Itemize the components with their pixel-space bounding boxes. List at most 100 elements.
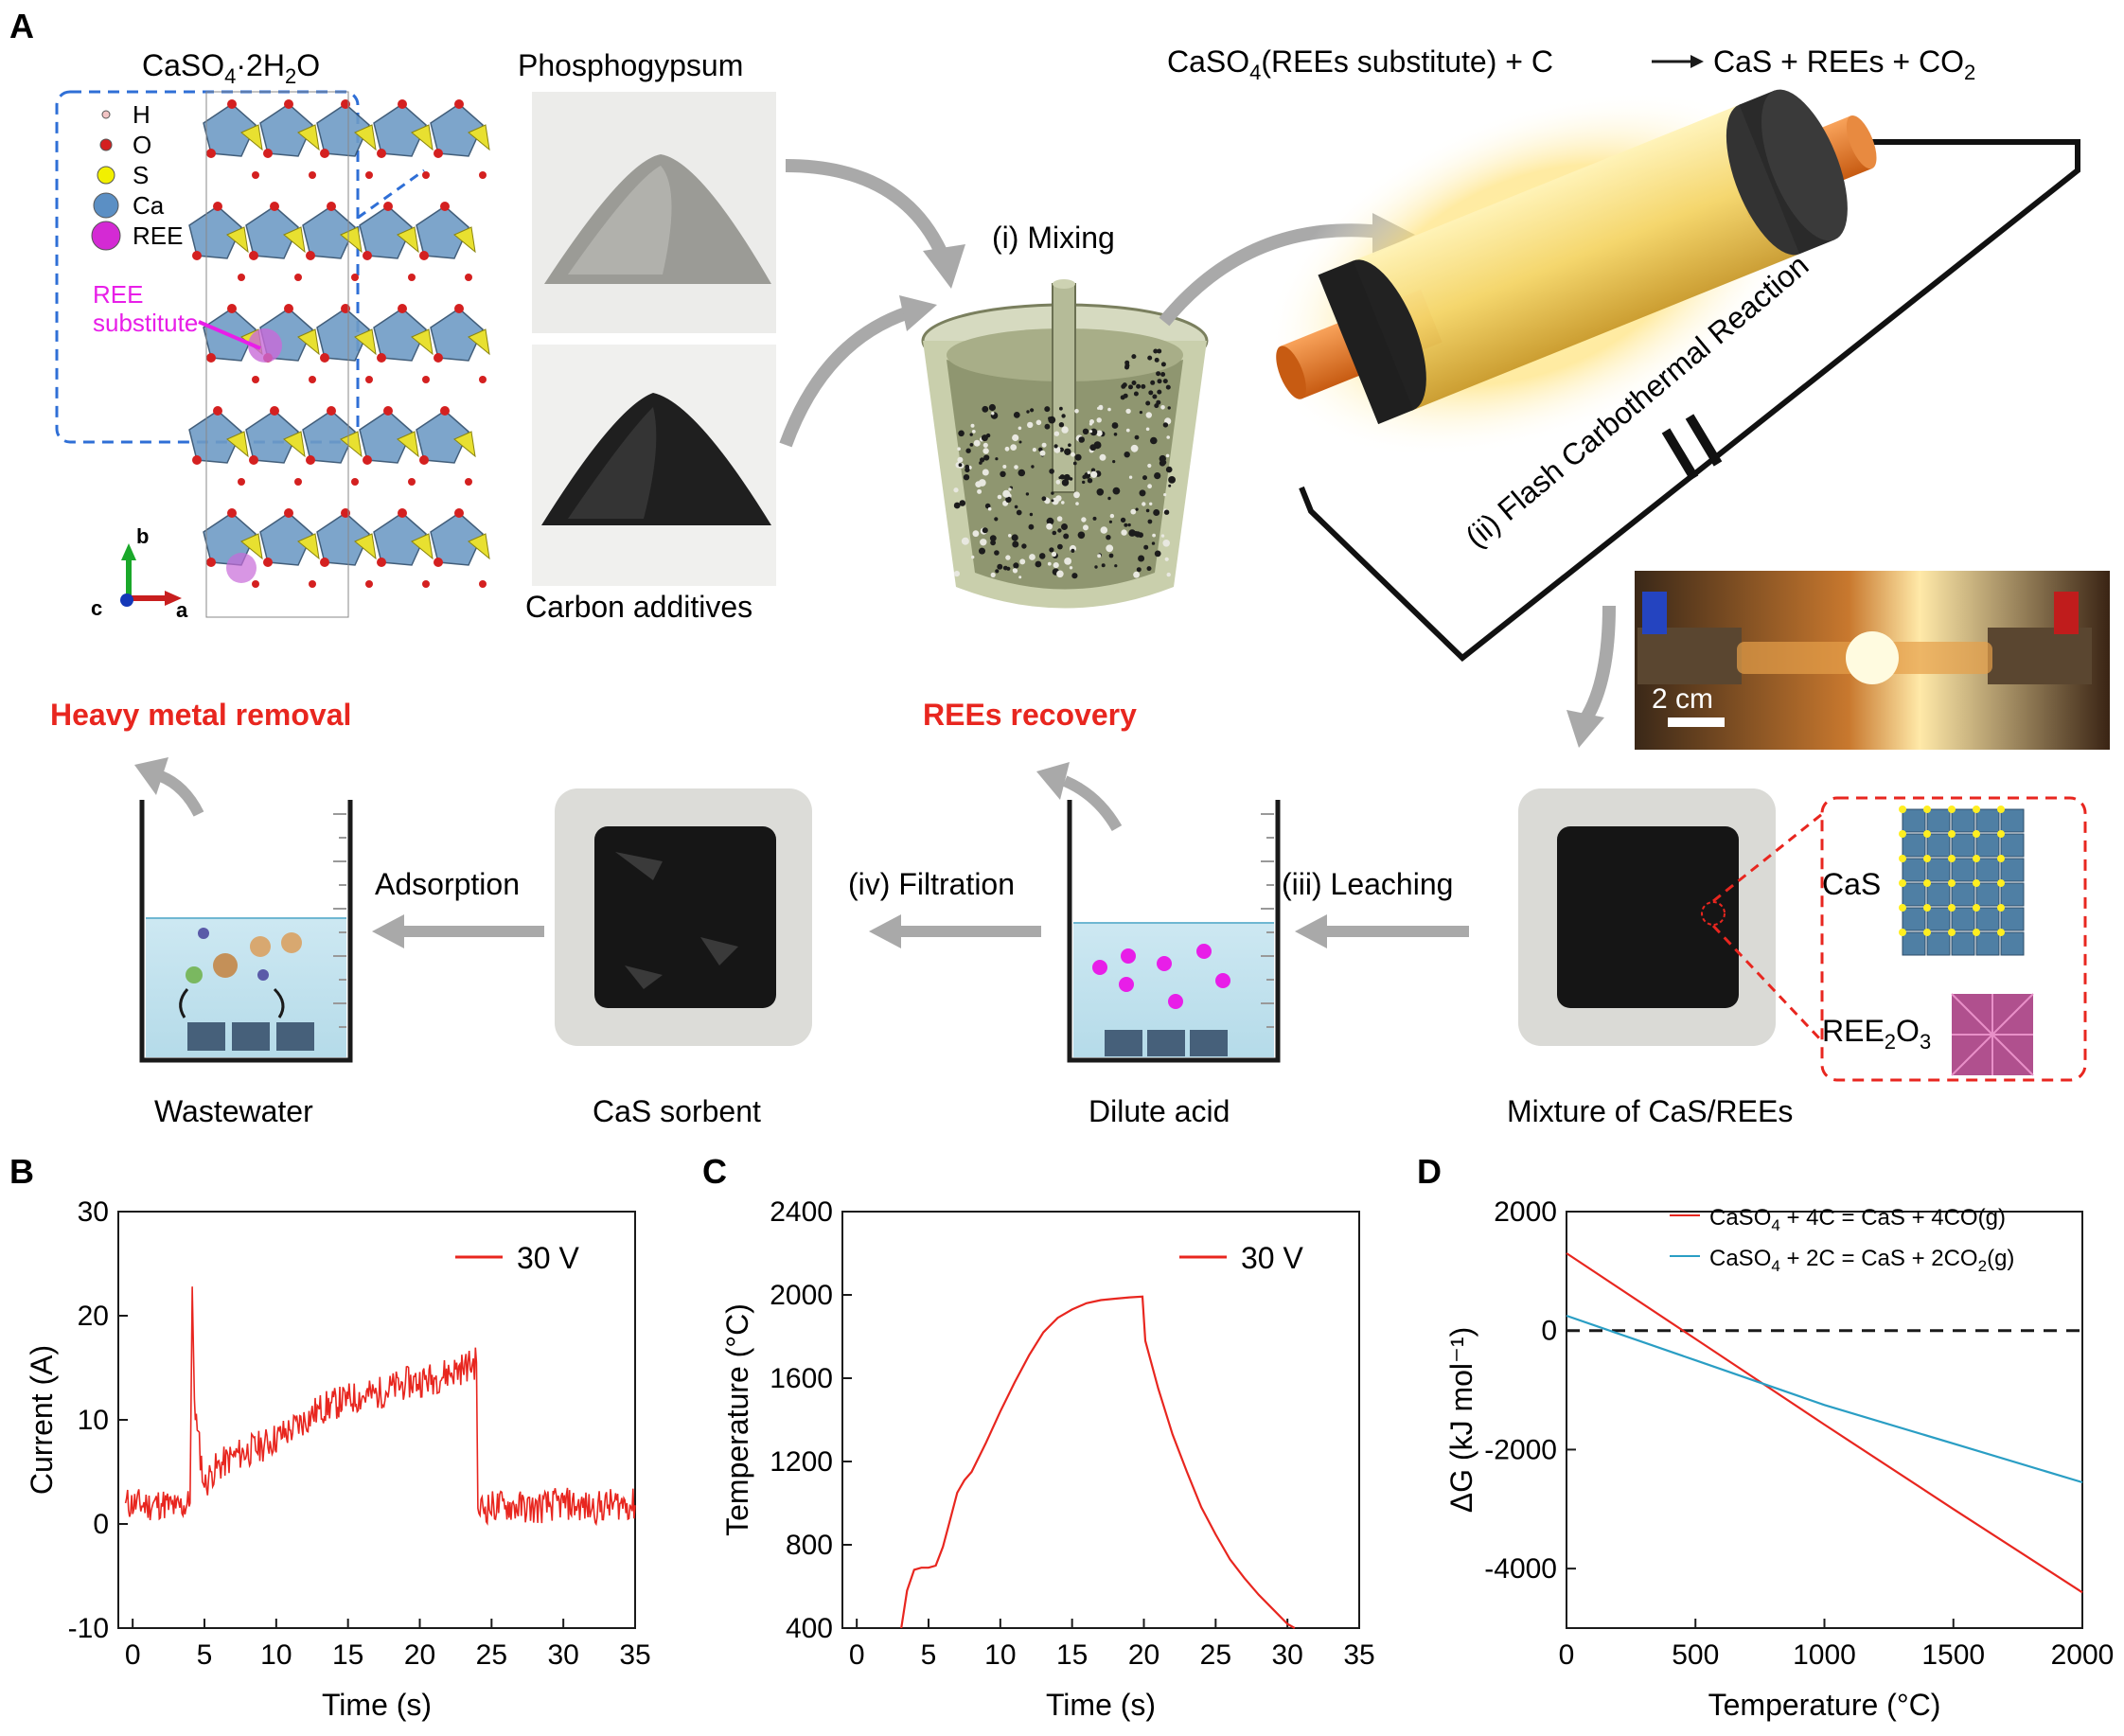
o-atom	[419, 455, 429, 465]
ree-ion	[1157, 956, 1172, 971]
o-atom	[294, 274, 302, 281]
particle	[1160, 362, 1166, 367]
particle	[1056, 516, 1063, 522]
particle	[1073, 491, 1080, 499]
o-atom	[398, 508, 407, 518]
o-atom	[284, 508, 293, 518]
s-tetrahedron	[240, 124, 263, 151]
o-atom	[263, 149, 273, 158]
phosphogypsum-label: Phosphogypsum	[518, 48, 743, 82]
particle	[1154, 403, 1159, 409]
chart-current: 0 5 10 15 20 25 30 35 -10 0 10 20 30 Time (s) Current …	[25, 1196, 651, 1722]
particle	[970, 423, 975, 428]
particle	[975, 481, 982, 487]
s-atom	[1899, 929, 1906, 936]
particle	[963, 474, 970, 481]
s-atom	[1997, 879, 2005, 887]
cas-cell	[2000, 833, 2025, 858]
cas-cell	[1975, 931, 2000, 956]
ree-ion	[1092, 960, 1107, 975]
particle	[1026, 410, 1030, 414]
s-atom	[1899, 806, 1906, 813]
particle	[1160, 372, 1166, 377]
unit-cell	[205, 91, 349, 618]
particle	[997, 563, 1003, 570]
particle	[1147, 355, 1153, 361]
particle	[1101, 563, 1106, 568]
particle	[982, 469, 989, 476]
particle	[1087, 478, 1093, 484]
o-atom	[327, 406, 336, 416]
cas-cell	[2000, 907, 2025, 931]
particle	[1048, 416, 1052, 420]
plot-frame	[841, 1211, 1360, 1629]
particle	[1046, 517, 1054, 525]
cas-cell	[1975, 858, 2000, 882]
particle	[1130, 444, 1139, 452]
reaction-products: CaS + REEs + CO2	[1713, 44, 1975, 84]
ca-polyhedron	[430, 103, 484, 157]
particle	[1156, 371, 1161, 377]
s-tetrahedron	[397, 431, 419, 458]
particle	[1128, 384, 1133, 390]
particle	[1082, 480, 1086, 485]
cas-cell	[1902, 882, 1926, 907]
s-tetrahedron	[283, 431, 306, 458]
particle	[1108, 520, 1112, 523]
ca-polyhedron	[359, 205, 413, 259]
o-atom	[306, 251, 315, 260]
cas-cell	[1975, 882, 2000, 907]
ca-polyhedron	[188, 410, 242, 464]
cas-cell	[1951, 931, 1975, 956]
o-atom	[434, 353, 443, 363]
x-tick-label: 30	[547, 1639, 578, 1671]
o-atom	[238, 274, 245, 281]
particle	[1059, 406, 1063, 411]
ca-polyhedron	[188, 205, 242, 259]
ree2o3-label: REE2O3	[1822, 1014, 1931, 1054]
s-tetrahedron	[468, 328, 490, 356]
particle	[1096, 430, 1103, 436]
particle	[1136, 567, 1142, 573]
s-tetrahedron	[411, 533, 434, 560]
particle	[1059, 447, 1064, 452]
particle	[1168, 484, 1172, 487]
particle	[1159, 460, 1166, 467]
particle	[1145, 412, 1153, 418]
cas-cell	[1951, 808, 1975, 833]
particle	[979, 547, 985, 555]
s-atom	[1997, 855, 2005, 862]
particle	[1061, 501, 1065, 505]
particle	[1148, 390, 1154, 396]
particle	[1051, 551, 1057, 558]
crystal-formula: CaSO4·2H2O	[142, 48, 320, 88]
ca-polyhedron	[316, 103, 370, 157]
particle	[1035, 419, 1042, 426]
series-line-1	[1566, 1314, 2083, 1484]
particle	[1052, 530, 1057, 536]
s-atom	[1899, 904, 1906, 912]
s-tetrahedron	[297, 328, 320, 356]
particle	[1153, 348, 1159, 354]
s-atom	[1899, 855, 1906, 862]
o-atom	[213, 202, 222, 211]
particle	[953, 487, 959, 493]
x-tick-label: 10	[984, 1639, 1016, 1671]
particle	[1090, 470, 1098, 478]
s-tetrahedron	[226, 431, 249, 458]
o-atom	[377, 558, 386, 567]
particle	[1049, 469, 1054, 474]
dilute-acid-label: Dilute acid	[1089, 1094, 1230, 1128]
panel-letter-a: A	[9, 7, 34, 45]
particle	[969, 443, 974, 447]
ree-particles	[1092, 944, 1230, 1009]
particle	[1150, 436, 1158, 445]
particle	[1162, 379, 1168, 384]
o-atom	[206, 149, 216, 158]
particle	[1125, 428, 1130, 433]
legend-label-h: H	[133, 100, 150, 129]
o-atom	[377, 149, 386, 158]
s-atom	[1923, 806, 1931, 813]
svg-text:a: a	[176, 598, 188, 622]
arrow-ree-recovery	[1062, 775, 1123, 832]
